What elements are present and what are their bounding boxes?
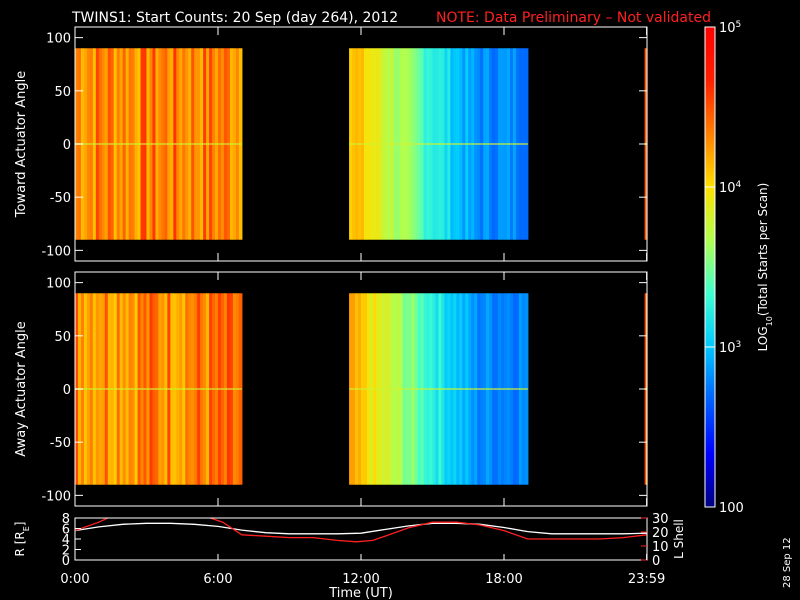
y-tick-label: 100 (46, 32, 71, 47)
y-tick-label: 50 (54, 85, 71, 100)
l-shell-series-line (75, 518, 647, 543)
y-tick-label: 10 (652, 540, 669, 555)
y-tick-label: -100 (41, 244, 71, 259)
y-tick-label: 0 (63, 383, 71, 398)
y-tick-label: 8 (62, 512, 70, 527)
y-tick-label: 100 (46, 277, 71, 292)
x-axis-label: Time (UT) (328, 586, 393, 600)
panel-toward: 100 50 0 -50 -100 Toward Actuator Angle (14, 26, 648, 262)
colorbar: 100 103 104 105 LOG10(Total Starts per Scan) (704, 20, 774, 516)
panel-away: 100 50 0 -50 -100 Away Actuator Angle (14, 271, 648, 507)
chart-title: TWINS1: Start Counts: 20 Sep (day 264), … (71, 10, 398, 26)
r-axis-label: R [RE] (13, 522, 31, 557)
colorbar-tick-label: 104 (719, 180, 742, 196)
preliminary-note: NOTE: Data Preliminary – Not validated (436, 10, 711, 26)
y-tick-label: -100 (41, 489, 71, 504)
colorbar-tick-label: 100 (719, 501, 744, 516)
y-tick-label: 2 (62, 544, 70, 559)
y-tick-label: 50 (54, 330, 71, 345)
x-tick-label: 18:00 (485, 572, 522, 587)
date-stamp: 28 Sep 12 (782, 537, 793, 588)
y-tick-label: -50 (50, 436, 71, 451)
y-tick-label: 30 (652, 512, 669, 527)
y-axis-label: Toward Actuator Angle (14, 71, 29, 218)
y-axis-label: Away Actuator Angle (14, 321, 29, 456)
x-tick-label: 0:00 (60, 572, 89, 587)
y-tick-label: 0 (652, 554, 660, 569)
x-tick-label: 6:00 (203, 572, 232, 587)
y-tick-label: 6 (62, 523, 70, 538)
y-tick-label: 0 (63, 138, 71, 153)
colorbar-gradient (704, 26, 716, 508)
colorbar-tick-label: 105 (719, 20, 741, 36)
colorbar-tick-label: 103 (719, 340, 741, 356)
y-tick-label: 0 (62, 554, 70, 569)
y-tick-label: 20 (652, 526, 669, 541)
x-tick-label: 12:00 (342, 572, 379, 587)
y-tick-label: -50 (50, 191, 71, 206)
x-tick-label: 23:59 (628, 572, 665, 587)
l-shell-axis-label: L Shell (672, 519, 686, 559)
colorbar-label: LOG10(Total Starts per Scan) (756, 183, 774, 352)
r-series-line (75, 522, 647, 535)
y-tick-label: 4 (62, 533, 70, 548)
